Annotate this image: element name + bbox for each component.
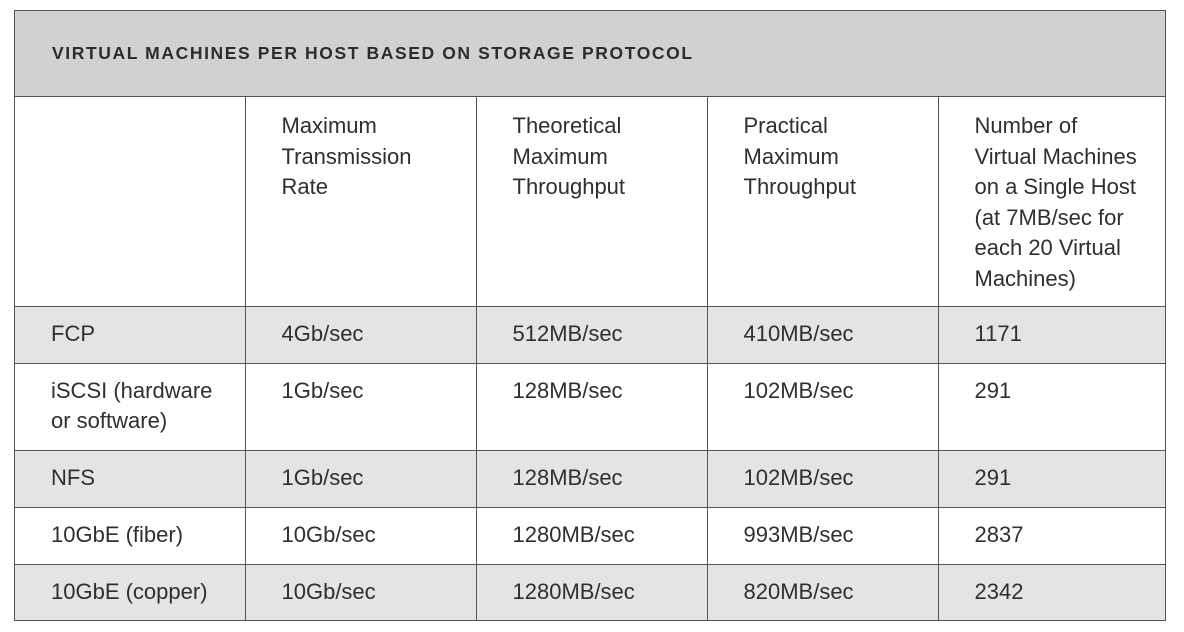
table-row: FCP 4Gb/sec 512MB/sec 410MB/sec 1171 xyxy=(15,305,1165,363)
cell-vm-count: 291 xyxy=(937,449,1165,507)
header-cell-theoretical-max-throughput: Theoretical Maximum Throughput xyxy=(475,97,707,306)
header-row: Maximum Transmission Rate Theoretical Ma… xyxy=(15,97,1165,306)
header-cell-max-transmission-rate: Maximum Transmission Rate xyxy=(244,97,476,306)
cell-protocol: 10GbE (copper) xyxy=(15,563,245,620)
cell-transmission-rate: 1Gb/sec xyxy=(244,362,476,450)
storage-protocol-table: Maximum Transmission Rate Theoretical Ma… xyxy=(15,97,1165,620)
cell-vm-count: 2837 xyxy=(937,506,1165,564)
table-title: VIRTUAL MACHINES PER HOST BASED ON STORA… xyxy=(52,43,694,63)
cell-transmission-rate: 10Gb/sec xyxy=(244,563,476,620)
cell-theoretical-throughput: 128MB/sec xyxy=(475,362,707,450)
header-cell-vms-per-host: Number of Virtual Machines on a Single H… xyxy=(937,97,1165,306)
cell-protocol: iSCSI (hardware or software) xyxy=(15,362,245,450)
cell-practical-throughput: 102MB/sec xyxy=(706,362,938,450)
cell-theoretical-throughput: 512MB/sec xyxy=(475,305,707,363)
table-row: 10GbE (copper) 10Gb/sec 1280MB/sec 820MB… xyxy=(15,563,1165,620)
cell-transmission-rate: 4Gb/sec xyxy=(244,305,476,363)
cell-practical-throughput: 102MB/sec xyxy=(706,449,938,507)
cell-practical-throughput: 410MB/sec xyxy=(706,305,938,363)
cell-protocol: 10GbE (fiber) xyxy=(15,506,245,564)
cell-transmission-rate: 1Gb/sec xyxy=(244,449,476,507)
header-cell-practical-max-throughput: Practical Maximum Throughput xyxy=(706,97,938,306)
cell-practical-throughput: 820MB/sec xyxy=(706,563,938,620)
cell-theoretical-throughput: 1280MB/sec xyxy=(475,563,707,620)
table-row: 10GbE (fiber) 10Gb/sec 1280MB/sec 993MB/… xyxy=(15,506,1165,564)
cell-protocol: NFS xyxy=(15,449,245,507)
cell-vm-count: 1171 xyxy=(937,305,1165,363)
cell-protocol: FCP xyxy=(15,305,245,363)
storage-protocol-table-frame: VIRTUAL MACHINES PER HOST BASED ON STORA… xyxy=(14,10,1166,621)
cell-vm-count: 291 xyxy=(937,362,1165,450)
header-cell-protocol xyxy=(15,97,245,306)
table-title-bar: VIRTUAL MACHINES PER HOST BASED ON STORA… xyxy=(15,11,1165,97)
cell-theoretical-throughput: 128MB/sec xyxy=(475,449,707,507)
table-row: NFS 1Gb/sec 128MB/sec 102MB/sec 291 xyxy=(15,449,1165,507)
cell-transmission-rate: 10Gb/sec xyxy=(244,506,476,564)
cell-vm-count: 2342 xyxy=(937,563,1165,620)
cell-theoretical-throughput: 1280MB/sec xyxy=(475,506,707,564)
cell-practical-throughput: 993MB/sec xyxy=(706,506,938,564)
table-row: iSCSI (hardware or software) 1Gb/sec 128… xyxy=(15,362,1165,450)
